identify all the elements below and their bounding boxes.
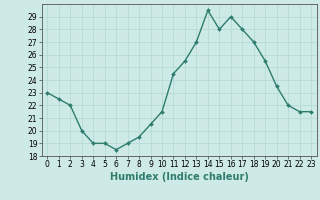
X-axis label: Humidex (Indice chaleur): Humidex (Indice chaleur) [110, 172, 249, 182]
